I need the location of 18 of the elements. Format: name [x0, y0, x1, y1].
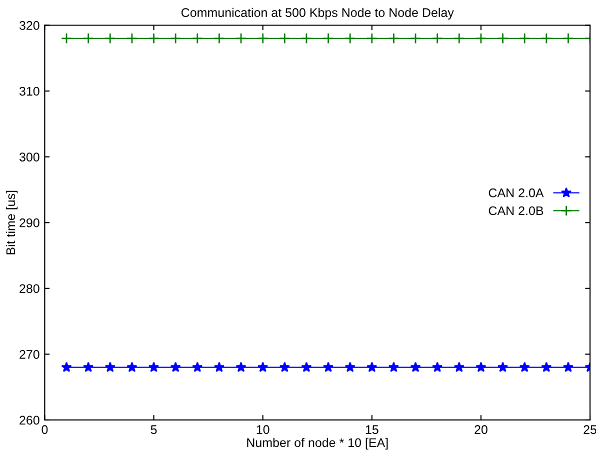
y-tick-label: 310: [19, 86, 40, 96]
x-tick-label: 5: [150, 425, 157, 434]
legend-label: CAN 2.0A: [488, 188, 544, 198]
y-tick-label: 300: [19, 152, 40, 162]
x-tick-label: 25: [584, 425, 596, 434]
y-tick-label: 260: [20, 416, 40, 425]
y-tick-label: 320: [19, 21, 40, 30]
x-axis-title: Number of node * 10 [EA]: [247, 438, 388, 450]
x-tick-label: 20: [474, 425, 488, 434]
y-tick-label: 290: [20, 218, 40, 228]
chart-title: Communication at 500 Kbps Node to Node Delay: [181, 8, 454, 20]
y-axis-title: Bit time [us]: [6, 190, 18, 254]
legend-label: CAN 2.0B: [488, 206, 544, 216]
x-tick-label: 0: [42, 425, 48, 434]
y-tick-label: 280: [20, 284, 40, 294]
y-tick-label: 270: [20, 350, 40, 359]
x-tick-label: 15: [366, 425, 378, 434]
x-tick-label: 10: [256, 425, 270, 434]
